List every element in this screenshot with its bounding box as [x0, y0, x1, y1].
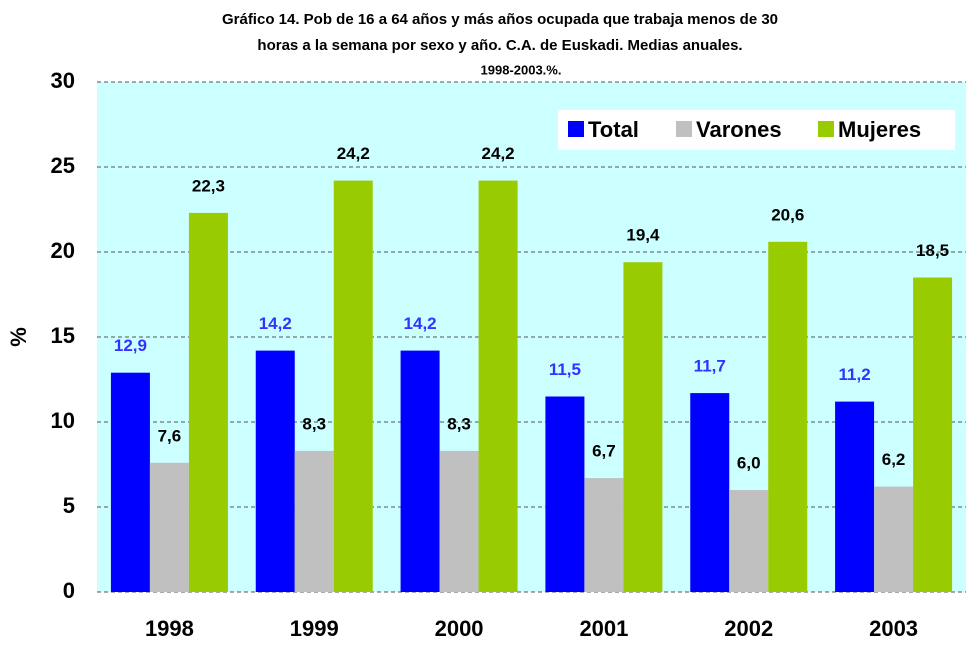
x-tick-label: 1999: [290, 616, 339, 641]
chart-title: Gráfico 14. Pob de 16 a 64 años y más añ…: [222, 11, 778, 28]
value-label: 8,3: [447, 414, 471, 433]
y-axis-label: %: [6, 327, 31, 347]
y-tick-label: 5: [63, 493, 75, 518]
bar: [333, 180, 373, 592]
value-label: 20,6: [771, 205, 804, 224]
value-label: 12,9: [114, 336, 147, 355]
value-label: 6,7: [592, 442, 616, 461]
bar: [188, 212, 228, 592]
bar: [545, 396, 585, 592]
y-tick-label: 10: [51, 408, 75, 433]
bar: [400, 350, 440, 592]
bar: [913, 277, 953, 592]
value-label: 7,6: [158, 426, 182, 445]
value-label: 24,2: [482, 144, 515, 163]
x-tick-label: 1998: [145, 616, 194, 641]
x-tick-label: 2000: [435, 616, 484, 641]
bar: [623, 262, 663, 592]
x-tick-label: 2001: [579, 616, 628, 641]
bar: [768, 241, 808, 593]
legend-box: [558, 110, 955, 150]
value-label: 19,4: [626, 226, 660, 245]
legend-label: Mujeres: [838, 117, 921, 142]
value-label: 11,7: [694, 357, 726, 376]
bar: [255, 350, 295, 592]
bar: [874, 486, 914, 592]
bar: [690, 393, 730, 592]
value-label: 18,5: [916, 241, 949, 260]
bar: [149, 462, 189, 592]
legend-swatch: [568, 121, 584, 137]
bar: [439, 450, 479, 592]
y-tick-label: 30: [51, 68, 75, 93]
bar: [110, 372, 150, 592]
bar: [729, 490, 769, 592]
legend-swatch: [676, 121, 692, 137]
chart-title: 1998-2003.%.: [481, 62, 562, 77]
legend-label: Varones: [696, 117, 782, 142]
bar: [584, 478, 624, 592]
value-label: 8,3: [302, 414, 326, 433]
legend-swatch: [818, 121, 834, 137]
bar: [478, 180, 518, 592]
value-label: 14,2: [404, 314, 437, 333]
y-tick-label: 15: [51, 323, 75, 348]
bar: [835, 401, 875, 592]
value-label: 24,2: [337, 144, 370, 163]
value-label: 14,2: [259, 314, 292, 333]
value-label: 22,3: [192, 176, 225, 195]
legend-label: Total: [588, 117, 639, 142]
chart-title: horas a la semana por sexo y año. C.A. d…: [257, 37, 742, 54]
value-label: 11,5: [549, 360, 581, 379]
y-tick-label: 25: [51, 153, 75, 178]
y-tick-label: 20: [51, 238, 75, 263]
value-label: 6,0: [737, 453, 761, 472]
bar: [294, 450, 334, 592]
x-tick-label: 2003: [869, 616, 918, 641]
y-tick-label: 0: [63, 578, 75, 603]
x-tick-label: 2002: [724, 616, 773, 641]
value-label: 6,2: [882, 450, 906, 469]
value-label: 11,2: [839, 365, 871, 384]
